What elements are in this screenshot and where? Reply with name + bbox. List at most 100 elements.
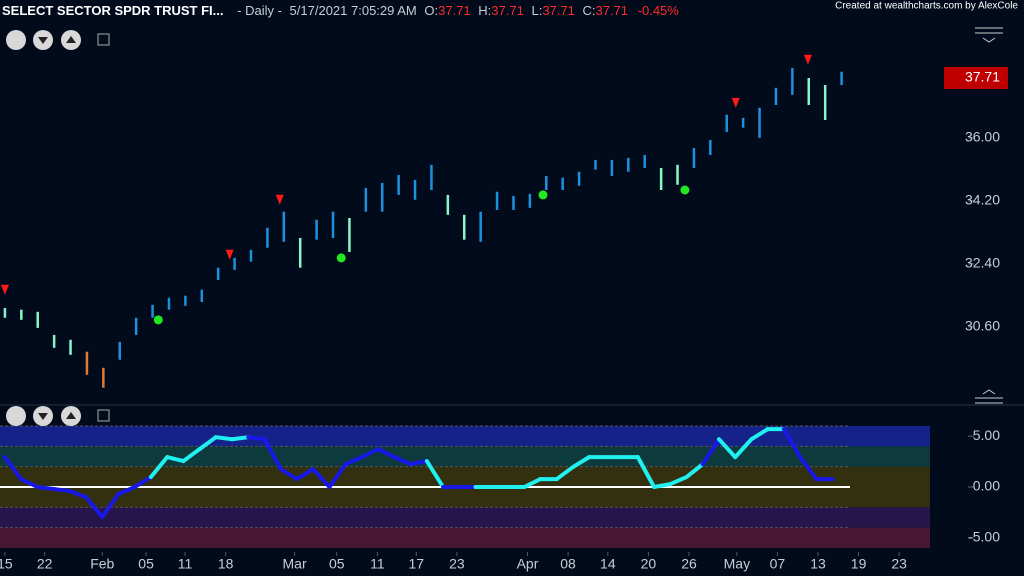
expand-button[interactable] bbox=[6, 406, 26, 426]
scale-handles[interactable] bbox=[975, 27, 1003, 404]
oscillator-segment bbox=[554, 465, 575, 482]
y-tick-label: -5.00 bbox=[968, 529, 1000, 545]
oscillator-segment bbox=[181, 447, 202, 464]
y-tick-label: 5.00 bbox=[973, 427, 1000, 443]
oscillator-segment bbox=[408, 459, 429, 467]
oscillator-segment bbox=[84, 495, 105, 519]
oscillator-segment bbox=[424, 459, 446, 489]
oscillator-segment bbox=[67, 489, 89, 500]
x-tick-label: May bbox=[724, 556, 750, 572]
oscillator-segment bbox=[343, 455, 364, 467]
ohlc-value: 37.71 bbox=[595, 3, 628, 18]
oscillator-segment bbox=[213, 435, 235, 442]
zone-band bbox=[0, 507, 930, 528]
x-tick-label: 19 bbox=[851, 556, 867, 572]
oscillator-segment bbox=[327, 462, 348, 489]
oscillator-segment bbox=[295, 467, 316, 482]
oscillator-segment bbox=[570, 455, 592, 470]
x-tick-label: 13 bbox=[810, 556, 826, 572]
x-tick-label: 05 bbox=[138, 556, 154, 572]
ohlc-value: 37.71 bbox=[491, 3, 524, 18]
x-tick-label: Mar bbox=[283, 556, 307, 572]
buy-signal bbox=[538, 190, 548, 200]
x-tick-label: 17 bbox=[409, 556, 425, 572]
oscillator-segment bbox=[733, 437, 754, 460]
oscillator-segment bbox=[668, 475, 689, 487]
oscillator-segment bbox=[635, 455, 657, 489]
oscillator-segment bbox=[262, 437, 283, 472]
buy-signal bbox=[680, 185, 690, 195]
header: SELECT SECTOR SPDR TRUST FI... - Daily -… bbox=[2, 3, 679, 18]
x-tick-label: 07 bbox=[770, 556, 786, 572]
timestamp: 5/17/2021 7:05:29 AM bbox=[290, 3, 417, 18]
oscillator-segment bbox=[132, 475, 153, 489]
zone-band bbox=[0, 527, 930, 548]
x-tick-label: 26 bbox=[681, 556, 697, 572]
oscillator-segment bbox=[2, 455, 24, 482]
add-panel-button[interactable] bbox=[97, 33, 110, 46]
y-tick-label: 36.00 bbox=[965, 129, 1000, 145]
button-icons bbox=[38, 36, 76, 44]
change: -0.45% bbox=[638, 3, 680, 18]
x-tick-label: 11 bbox=[370, 556, 385, 572]
symbol-title: SELECT SECTOR SPDR TRUST FI... bbox=[2, 3, 224, 18]
buy-signal bbox=[153, 315, 163, 325]
y-tick-label: 32.40 bbox=[965, 255, 1000, 271]
zone-band bbox=[0, 426, 930, 447]
oscillator-segment bbox=[278, 467, 300, 482]
oscillator-segment bbox=[19, 477, 40, 489]
x-tick-label: Apr bbox=[517, 556, 539, 572]
oscillator-segment bbox=[798, 455, 819, 482]
ohlc-label: O: bbox=[424, 3, 438, 18]
oscillator-segment bbox=[717, 437, 738, 460]
sell-signal bbox=[225, 249, 234, 260]
zone-band bbox=[0, 446, 930, 467]
oscillator-segment bbox=[35, 485, 56, 492]
buy-signal bbox=[336, 253, 346, 263]
interval: - Daily - bbox=[237, 3, 282, 18]
y-tick-label: 0.00 bbox=[973, 478, 1000, 494]
oscillator-segment bbox=[781, 427, 803, 460]
oscillator-segment bbox=[148, 455, 170, 480]
ohlc-label: C: bbox=[582, 3, 595, 18]
add-panel-button[interactable] bbox=[97, 409, 110, 422]
oscillator-segment bbox=[51, 487, 72, 494]
x-tick-label: 23 bbox=[449, 556, 465, 572]
oscillator-segment bbox=[684, 462, 705, 480]
last-price-box bbox=[944, 67, 1008, 89]
sell-signal bbox=[0, 284, 9, 295]
oscillator-segment bbox=[116, 485, 137, 497]
sell-signal bbox=[275, 194, 284, 205]
ohlc-label: L: bbox=[531, 3, 542, 18]
x-tick-label: 11 bbox=[178, 556, 193, 572]
sell-signal bbox=[731, 97, 740, 108]
oscillator-segment bbox=[700, 437, 722, 467]
oscillator-segment bbox=[197, 435, 218, 452]
x-tick-label: 22 bbox=[37, 556, 53, 572]
last-price-label: 37.71 bbox=[965, 69, 1000, 85]
x-tick-label: 08 bbox=[560, 556, 576, 572]
oscillator-segment bbox=[522, 477, 543, 489]
oscillator-segment bbox=[359, 447, 381, 460]
oscillator-segment bbox=[100, 492, 121, 519]
toolbar bbox=[6, 27, 1003, 426]
oscillator-segment bbox=[246, 435, 267, 442]
ohlc-value: 37.71 bbox=[542, 3, 575, 18]
sell-signal bbox=[803, 54, 812, 65]
credit: Created at wealthcharts.com by AlexCole bbox=[835, 1, 1018, 12]
oscillator-segment bbox=[749, 427, 770, 442]
expand-button[interactable] bbox=[6, 30, 26, 50]
ohlc-label: H: bbox=[478, 3, 491, 18]
oscillator-segment bbox=[311, 467, 332, 489]
oscillator-segment bbox=[230, 435, 251, 442]
y-tick-label: 30.60 bbox=[965, 318, 1000, 334]
y-tick-label: 34.20 bbox=[965, 192, 1000, 208]
oscillator-segment bbox=[392, 455, 413, 467]
x-tick-label: 14 bbox=[600, 556, 616, 572]
oscillator-segment bbox=[376, 447, 397, 460]
oscillator-segment bbox=[165, 455, 186, 464]
x-tick-label: 15 bbox=[0, 556, 13, 572]
ohlc-value: 37.71 bbox=[438, 3, 471, 18]
oscillator-segment bbox=[652, 482, 673, 489]
